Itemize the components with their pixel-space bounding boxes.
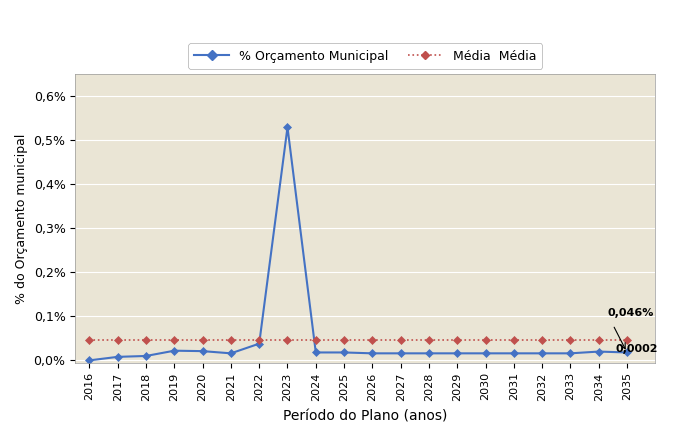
% Orçamento Municipal bbox=[481, 351, 489, 356]
% Orçamento Municipal bbox=[114, 354, 122, 360]
X-axis label: Período do Plano (anos): Período do Plano (anos) bbox=[283, 409, 447, 423]
% Orçamento Municipal bbox=[255, 341, 263, 346]
% Orçamento Municipal bbox=[85, 358, 93, 363]
Média  Média bbox=[114, 338, 122, 343]
% Orçamento Municipal bbox=[425, 351, 433, 356]
% Orçamento Municipal bbox=[453, 351, 461, 356]
Line: Média  Média: Média Média bbox=[87, 337, 630, 343]
% Orçamento Municipal bbox=[142, 353, 150, 359]
% Orçamento Municipal bbox=[198, 349, 206, 354]
Média  Média bbox=[623, 338, 631, 343]
Y-axis label: % do Orçamento municipal: % do Orçamento municipal bbox=[15, 133, 28, 304]
% Orçamento Municipal bbox=[623, 350, 631, 355]
Média  Média bbox=[227, 338, 235, 343]
Média  Média bbox=[142, 338, 150, 343]
Line: % Orçamento Municipal: % Orçamento Municipal bbox=[86, 124, 630, 364]
Média  Média bbox=[255, 338, 263, 343]
Média  Média bbox=[425, 338, 433, 343]
% Orçamento Municipal bbox=[510, 351, 518, 356]
Média  Média bbox=[453, 338, 461, 343]
% Orçamento Municipal bbox=[397, 351, 405, 356]
% Orçamento Municipal bbox=[284, 125, 292, 130]
Média  Média bbox=[340, 338, 348, 343]
Média  Média bbox=[198, 338, 206, 343]
Média  Média bbox=[397, 338, 405, 343]
Média  Média bbox=[567, 338, 575, 343]
Média  Média bbox=[594, 338, 603, 343]
Média  Média bbox=[538, 338, 546, 343]
Média  Média bbox=[481, 338, 489, 343]
Média  Média bbox=[368, 338, 376, 343]
Média  Média bbox=[510, 338, 518, 343]
% Orçamento Municipal bbox=[567, 351, 575, 356]
Média  Média bbox=[311, 338, 320, 343]
% Orçamento Municipal bbox=[340, 350, 348, 355]
% Orçamento Municipal bbox=[538, 351, 546, 356]
Text: 0,0002: 0,0002 bbox=[615, 344, 658, 354]
% Orçamento Municipal bbox=[170, 348, 178, 353]
Média  Média bbox=[85, 338, 93, 343]
% Orçamento Municipal bbox=[594, 349, 603, 354]
% Orçamento Municipal bbox=[227, 351, 235, 356]
Text: 0,046%: 0,046% bbox=[607, 308, 653, 318]
% Orçamento Municipal bbox=[311, 350, 320, 355]
Legend: % Orçamento Municipal, Média  Média: % Orçamento Municipal, Média Média bbox=[188, 43, 542, 69]
% Orçamento Municipal bbox=[368, 351, 376, 356]
Média  Média bbox=[284, 338, 292, 343]
Média  Média bbox=[170, 338, 178, 343]
